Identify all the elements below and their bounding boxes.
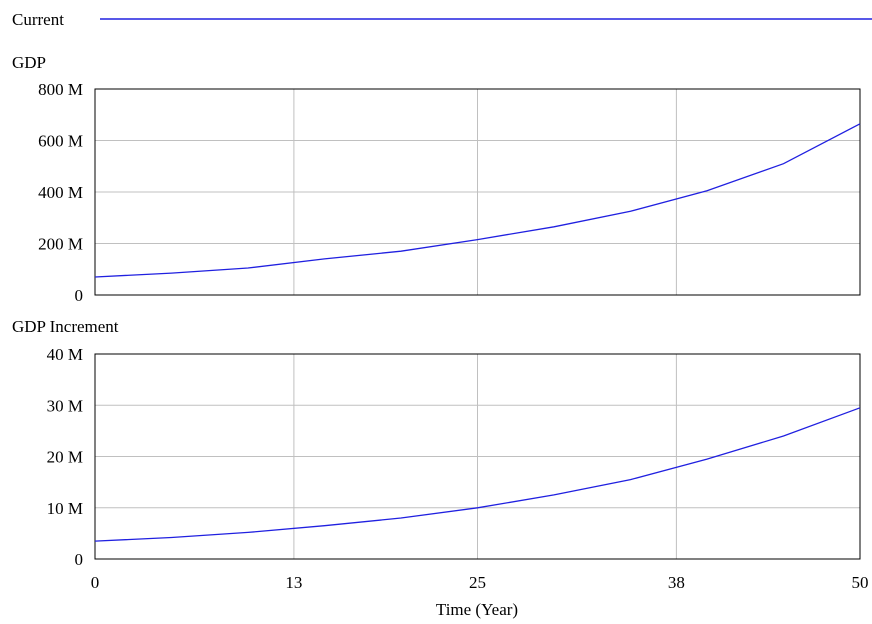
x-tick-label: 50 <box>852 573 869 592</box>
x-tick-label: 38 <box>668 573 685 592</box>
plot-frame <box>94 88 861 296</box>
panel-title-gdp-increment: GDP Increment <box>12 317 119 336</box>
x-axis-label: Time (Year) <box>436 600 518 619</box>
x-tick-label: 25 <box>469 573 486 592</box>
gdp-plot-panel: 0 200 M 400 M 600 M 800 M <box>38 80 861 305</box>
series-line-current <box>94 123 861 278</box>
y-tick-label: 800 M <box>38 80 83 99</box>
y-tick-label: 40 M <box>47 345 83 364</box>
panel-title-gdp: GDP <box>12 53 46 72</box>
x-axis-ticks: 0 13 25 38 50 <box>91 573 869 592</box>
y-tick-label: 30 M <box>47 396 83 415</box>
x-tick-label: 0 <box>91 573 100 592</box>
x-tick-label: 13 <box>285 573 302 592</box>
y-tick-label: 0 <box>75 286 84 305</box>
y-tick-label: 0 <box>75 550 84 569</box>
plot-frame <box>94 353 861 560</box>
y-tick-label: 600 M <box>38 132 83 151</box>
y-tick-label: 200 M <box>38 235 83 254</box>
series-line-current <box>94 407 861 542</box>
y-tick-label: 10 M <box>47 499 83 518</box>
y-tick-label: 400 M <box>38 183 83 202</box>
y-tick-label: 20 M <box>47 448 83 467</box>
legend-label: Current <box>12 10 64 29</box>
gdp-increment-plot-panel: 0 10 M 20 M 30 M 40 M <box>47 345 861 569</box>
